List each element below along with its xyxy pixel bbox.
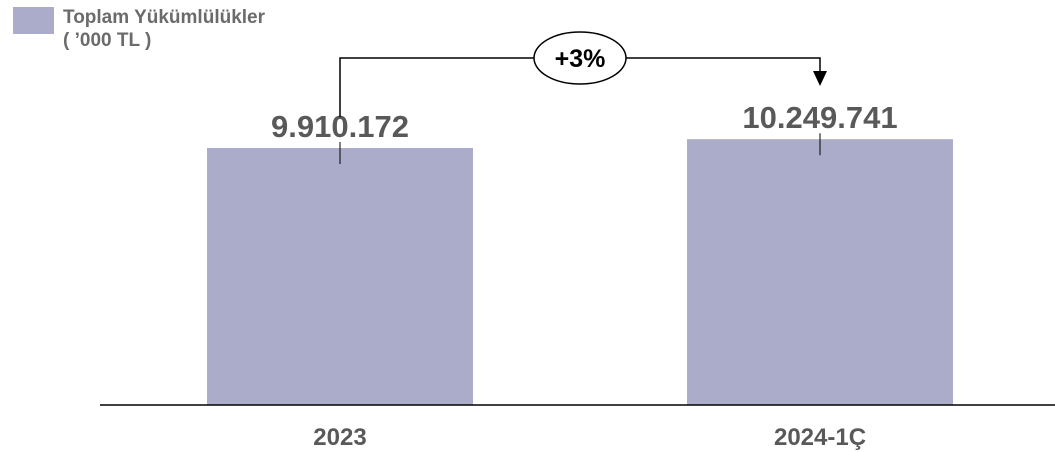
change-label: +3%	[555, 45, 606, 73]
legend-unit: ( ’000 TL )	[63, 30, 152, 51]
bars-group	[207, 139, 953, 405]
bar-2023	[207, 148, 473, 405]
legend-label: Toplam Yükümlülükler	[63, 7, 266, 28]
category-label-2023: 2023	[313, 424, 366, 451]
change-annotation: +3%	[339, 31, 827, 117]
category-label-2024-1Ç: 2024-1Ç	[774, 424, 866, 451]
change-arrowhead	[813, 71, 827, 86]
change-ellipse	[533, 31, 627, 85]
legend-text: Toplam Yükümlülükler ( ’000 TL )	[63, 6, 265, 52]
legend-swatch	[13, 7, 54, 34]
value-label-2024-1Ç: 10.249.741	[742, 100, 897, 135]
legend: Toplam Yükümlülükler ( ’000 TL )	[13, 6, 265, 52]
bar-2024-1Ç	[687, 139, 953, 405]
